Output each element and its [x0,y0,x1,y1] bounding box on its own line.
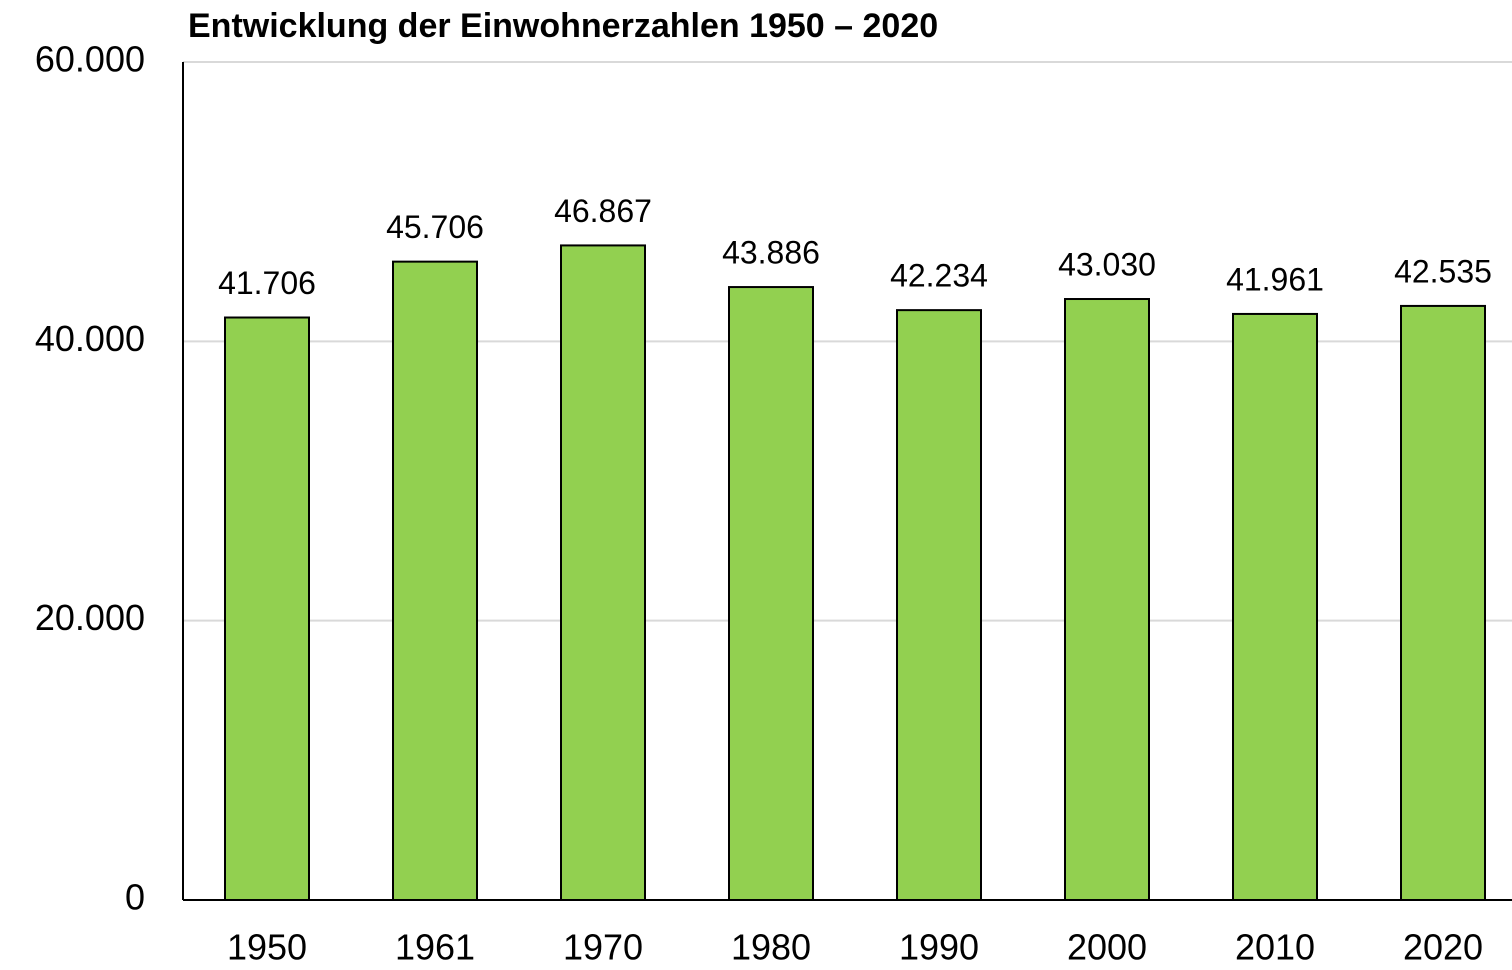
x-tick-label: 1980 [731,927,811,968]
x-tick-label: 2020 [1403,927,1483,968]
y-tick-label: 20.000 [35,597,145,638]
bar [1400,304,1486,901]
x-tick-label: 1970 [563,927,643,968]
x-tick-label: 1950 [227,927,307,968]
bar [1064,298,1150,901]
bar [392,260,478,901]
data-label: 43.886 [722,235,820,271]
bar [560,244,646,901]
y-tick-label: 40.000 [35,318,145,359]
data-label: 41.706 [218,265,316,301]
bar [1232,312,1318,901]
bar [896,309,982,902]
x-tick-label: 1961 [395,927,475,968]
x-tick-label: 2010 [1235,927,1315,968]
bar [728,286,814,902]
x-tick-label: 2000 [1067,927,1147,968]
y-tick-label: 0 [125,877,145,918]
chart-title: Entwicklung der Einwohnerzahlen 1950 – 2… [188,7,938,45]
data-label: 45.706 [386,209,484,245]
data-label: 46.867 [554,193,652,229]
data-label: 43.030 [1058,246,1156,282]
data-label: 41.961 [1226,261,1324,297]
x-tick-label: 1990 [899,927,979,968]
data-label: 42.234 [890,258,988,294]
data-label: 42.535 [1394,253,1492,289]
bar [224,316,310,901]
y-tick-label: 60.000 [35,39,145,80]
